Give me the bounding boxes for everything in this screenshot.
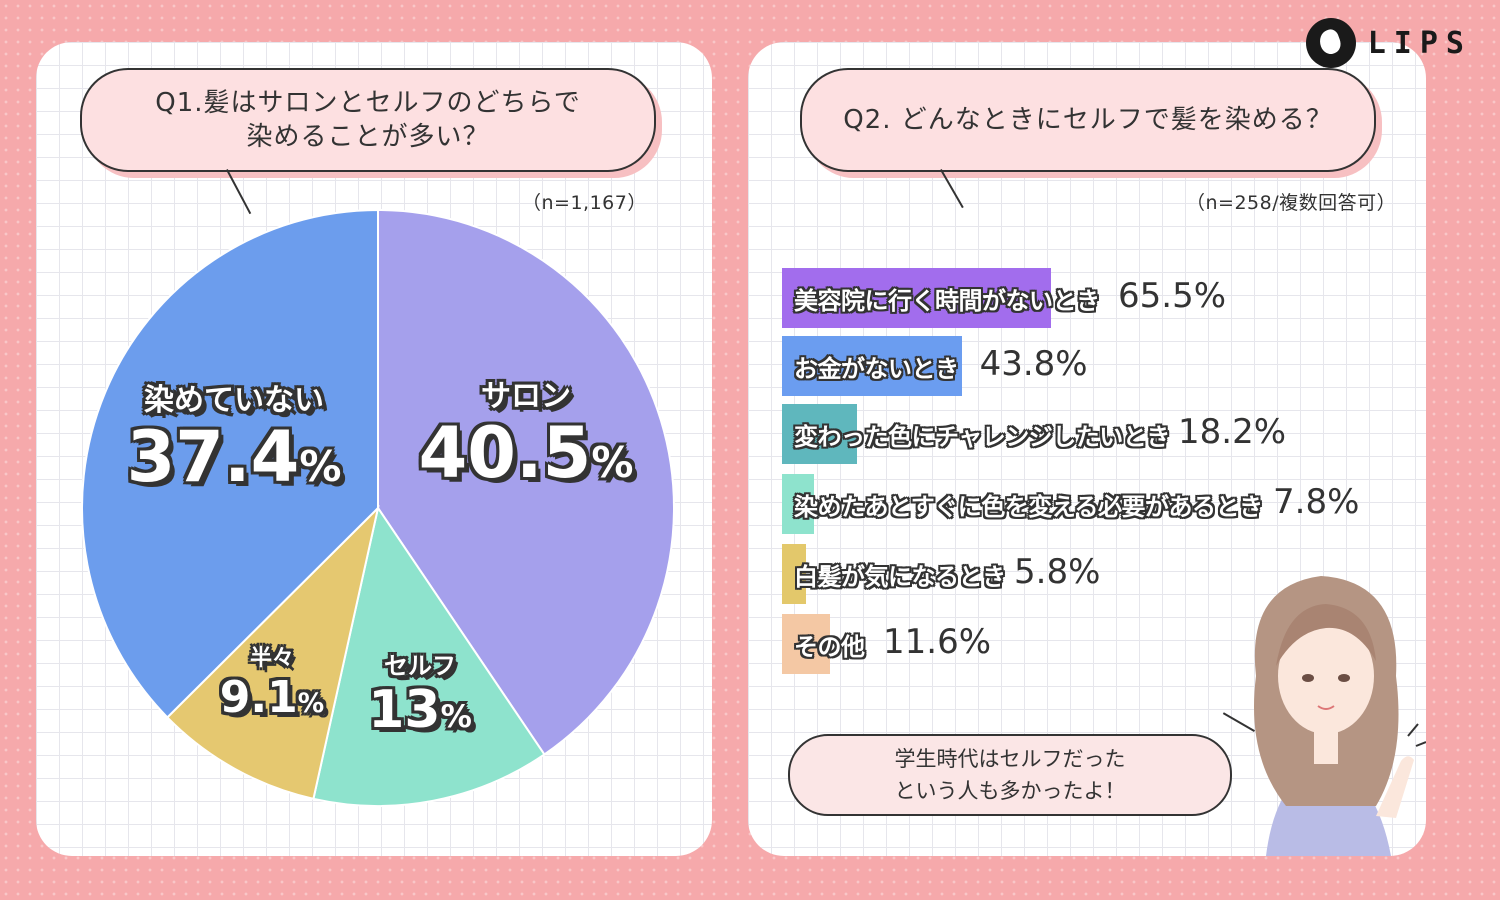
- bar-value-label: 18.2%: [1178, 412, 1287, 452]
- q1-question-bubble: Q1.髪はサロンとセルフのどちらで 染めることが多い？: [80, 68, 656, 172]
- bar: [782, 404, 857, 464]
- bar: [782, 268, 1051, 328]
- pie-slice-value: 37.4%: [126, 416, 342, 498]
- q2-question: Q2. どんなときにセルフで髪を染める？: [843, 105, 1333, 135]
- lips-logo-mark-icon: [1305, 18, 1356, 68]
- pie-slice-value: 9.1%: [219, 672, 325, 723]
- pie-slice: [81, 208, 379, 719]
- bar-row: 白髪が気になるとき 5.8%: [782, 544, 1402, 604]
- bar-category-label: 美容院に行く時間がないとき: [794, 286, 1100, 315]
- bar: [782, 614, 830, 674]
- bar-row: 染めたあとすぐに色を変える必要があるとき 7.8%: [782, 474, 1402, 534]
- bar-row: その他 11.6%: [782, 614, 1402, 674]
- bar-value-label: 65.5%: [1118, 276, 1227, 316]
- bar-value-label: 11.6%: [883, 622, 992, 662]
- bar-value-label: 5.8%: [1014, 552, 1101, 592]
- pie-slice-name: サロン: [481, 379, 571, 414]
- lips-logo: LIPS: [1305, 18, 1472, 68]
- bar: [782, 474, 814, 534]
- q2-sample-size: （n=258/複数回答可）: [1186, 192, 1397, 214]
- pie-slice: [312, 505, 546, 807]
- bar-category-label: お金がないとき: [794, 354, 959, 383]
- bar-panel: Q2. どんなときにセルフで髪を染める？ （n=258/複数回答可） 美容院に行…: [748, 42, 1426, 856]
- bar-category-label: 変わった色にチャレンジしたいとき: [794, 422, 1170, 451]
- pie-slice-name: セルフ: [384, 652, 456, 680]
- bar-value-label: 7.8%: [1273, 482, 1360, 522]
- pie-slice-value: 13%: [368, 680, 472, 740]
- bar-category-label: その他: [794, 632, 865, 661]
- pie-slice-value: 40.5%: [418, 412, 634, 494]
- pie-panel: Q1.髪はサロンとセルフのどちらで 染めることが多い？ （n=1,167） サロ…: [36, 42, 712, 856]
- bar-category-label: 白髪が気になるとき: [794, 562, 1006, 591]
- pie-slice-label: セルフ 13%: [270, 654, 570, 736]
- bar-row: お金がないとき 43.8%: [782, 336, 1402, 396]
- q2-bubble-tail: [940, 169, 964, 209]
- pie-slice-name: 半々: [249, 646, 294, 671]
- pie-slice-label: 半々 9.1%: [122, 648, 422, 720]
- bar-row: 変わった色にチャレンジしたいとき 18.2%: [782, 404, 1402, 464]
- pie-slice: [377, 208, 675, 756]
- pie-slice: [165, 504, 380, 801]
- pie-chart: [81, 208, 675, 807]
- bar-row: 美容院に行く時間がないとき 65.5%: [782, 268, 1402, 328]
- lips-logo-text: LIPS: [1367, 25, 1472, 61]
- bar-value-label: 43.8%: [979, 344, 1088, 384]
- pie-slice-name: 染めていない: [144, 383, 324, 418]
- bar-category-label: 染めたあとすぐに色を変える必要があるとき: [794, 492, 1263, 521]
- comment-bubble: 学生時代はセルフだった という人も多かったよ！: [788, 734, 1232, 816]
- pie-slice-label: 染めていない 37.4%: [84, 383, 384, 498]
- woman-illustration: [1254, 576, 1426, 856]
- q2-question-bubble: Q2. どんなときにセルフで髪を染める？: [800, 68, 1376, 172]
- q1-question: Q1.髪はサロンとセルフのどちらで 染めることが多い？: [155, 88, 581, 152]
- q1-sample-size: （n=1,167）: [522, 192, 647, 214]
- pie-slice-label: サロン 40.5%: [376, 379, 676, 494]
- bar: [782, 544, 806, 604]
- bar: [782, 336, 962, 396]
